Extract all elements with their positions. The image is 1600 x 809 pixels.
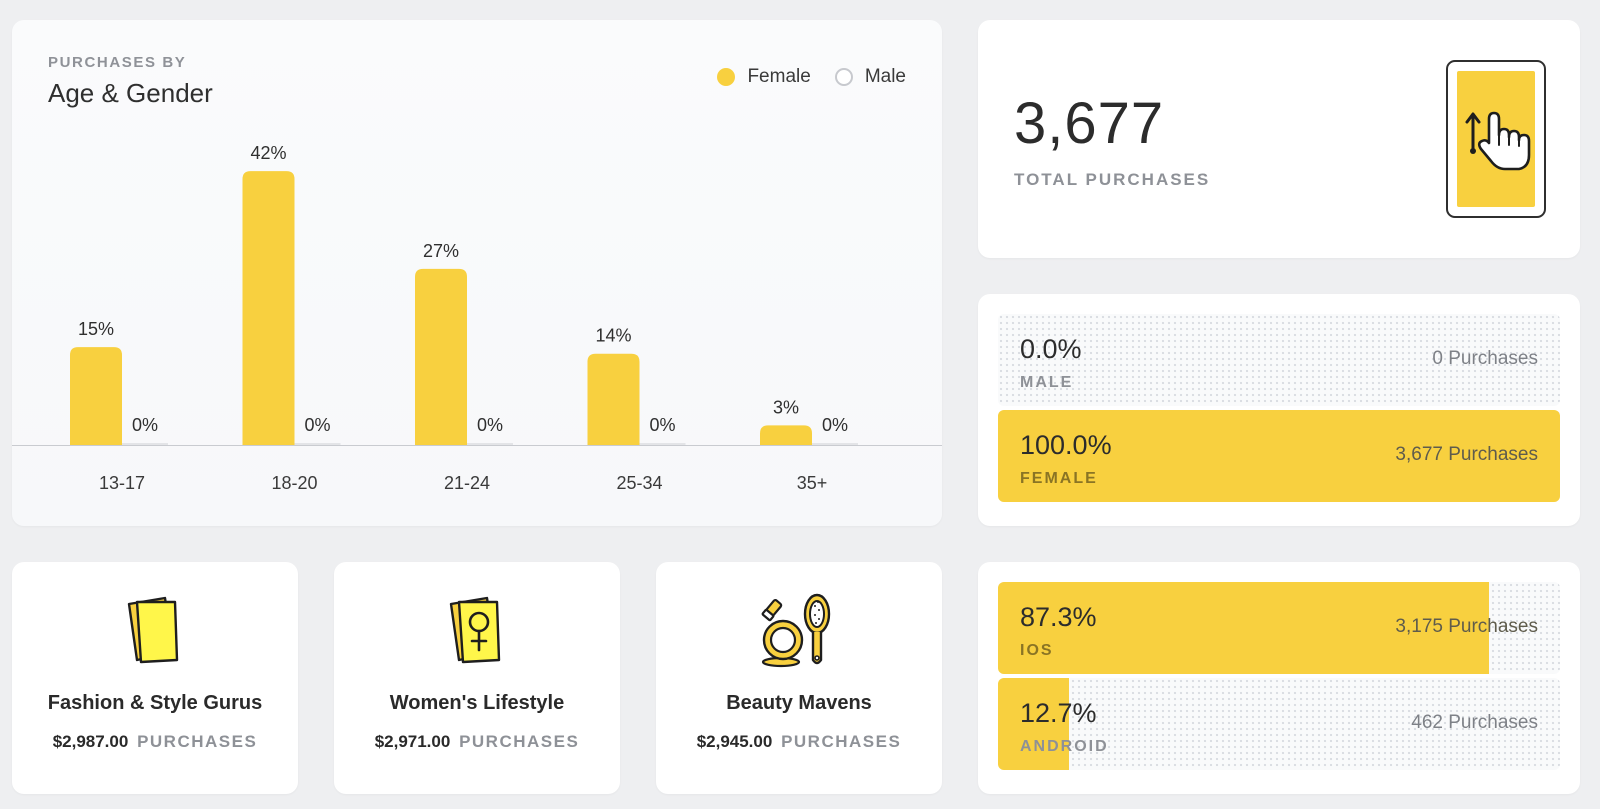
interest-card-beauty[interactable]: Beauty Mavens $2,945.00 PURCHASES xyxy=(656,562,942,794)
interest-name: Women's Lifestyle xyxy=(389,692,565,714)
interest-suffix: PURCHASES xyxy=(781,732,902,751)
phone-swipe-icon xyxy=(1446,60,1546,218)
data-label-female-13-17: 15% xyxy=(78,319,114,339)
female-magazine-icon xyxy=(449,596,501,664)
interest-meta: $2,945.00 PURCHASES xyxy=(656,732,942,752)
bar-female-13-17 xyxy=(70,347,122,445)
os-android-label: ANDROID xyxy=(1020,738,1109,755)
bar-female-35+ xyxy=(760,425,812,445)
bar-female-25-34 xyxy=(587,353,640,445)
x-tick-label-13-17: 13-17 xyxy=(99,473,145,493)
magazine-icon xyxy=(127,596,179,664)
gender-row-female: 100.0% FEMALE 3,677 Purchases xyxy=(998,410,1560,502)
os-ios-percent: 87.3% xyxy=(1020,602,1097,632)
swipe-hand-icon xyxy=(1465,111,1531,171)
data-label-male-18-20: 0% xyxy=(304,415,330,435)
chart-legend: Female Male xyxy=(693,66,906,88)
age-gender-chart-card: 15% 0% 13-17 42% 0% 18-20 27% 0% 21-24 14% 0% 25-34… xyxy=(12,20,942,526)
data-label-male-13-17: 0% xyxy=(132,415,158,435)
gender-male-label: MALE xyxy=(1020,374,1074,391)
interest-name: Fashion & Style Gurus xyxy=(47,692,263,714)
interest-meta: $2,987.00 PURCHASES xyxy=(12,732,298,752)
x-tick-label-21-24: 21-24 xyxy=(444,473,490,493)
data-label-male-35+: 0% xyxy=(822,415,848,435)
os-ios-label: IOS xyxy=(1020,642,1054,659)
bar-female-21-24 xyxy=(415,268,467,445)
total-purchases-card: 3,677 TOTAL PURCHASES xyxy=(978,20,1580,258)
gender-female-count: 3,677 Purchases xyxy=(1395,444,1538,465)
gender-male-percent: 0.0% xyxy=(1020,334,1082,364)
legend-item-male[interactable]: Male xyxy=(834,66,906,88)
legend-female-label: Female xyxy=(747,66,811,87)
data-label-female-35+: 3% xyxy=(773,397,799,417)
bar-male-18-20 xyxy=(294,443,341,445)
data-label-male-25-34: 0% xyxy=(649,415,675,435)
bar-male-13-17 xyxy=(122,443,168,445)
legend-female-dot xyxy=(717,68,736,86)
os-ios-count: 3,175 Purchases xyxy=(1395,616,1538,637)
legend-male-dot xyxy=(834,68,853,86)
gender-male-count: 0 Purchases xyxy=(1432,348,1538,369)
os-android-count: 462 Purchases xyxy=(1411,712,1538,733)
interest-suffix: PURCHASES xyxy=(459,732,580,751)
bar-female-18-20 xyxy=(242,171,295,445)
interest-card-fashion[interactable]: Fashion & Style Gurus $2,987.00 PURCHASE… xyxy=(12,562,298,794)
x-tick-label-35+: 35+ xyxy=(797,473,828,493)
bar-male-21-24 xyxy=(467,443,513,445)
os-row-ios: 87.3% IOS 3,175 Purchases xyxy=(998,582,1560,674)
interest-suffix: PURCHASES xyxy=(137,732,258,751)
interest-amount: $2,945.00 xyxy=(696,732,773,751)
interest-amount: $2,971.00 xyxy=(374,732,451,751)
chart-title: Age & Gender xyxy=(48,78,213,108)
interest-card-womens-lifestyle[interactable]: Women's Lifestyle $2,971.00 PURCHASES xyxy=(334,562,620,794)
legend-male-label: Male xyxy=(864,66,906,87)
os-row-android: 12.7% ANDROID 462 Purchases xyxy=(998,678,1560,770)
interest-name: Beauty Mavens xyxy=(726,692,872,714)
data-label-female-25-34: 14% xyxy=(595,326,631,346)
chart-kicker: PURCHASES BY xyxy=(48,54,187,71)
total-purchases-value: 3,677 xyxy=(1014,91,1165,156)
gender-female-label: FEMALE xyxy=(1020,470,1098,487)
x-tick-label-25-34: 25-34 xyxy=(616,473,662,493)
os-android-bar xyxy=(998,678,1070,770)
gender-breakdown-card: 0.0% MALE 0 Purchases 100.0% FEMALE 3,67… xyxy=(978,294,1580,526)
os-ios-bar xyxy=(998,582,1489,674)
data-label-female-18-20: 42% xyxy=(250,143,286,163)
interest-meta: $2,971.00 PURCHASES xyxy=(334,732,620,752)
bar-male-25-34 xyxy=(639,443,686,445)
interest-amount: $2,987.00 xyxy=(52,732,129,751)
gender-female-bar xyxy=(998,410,1560,502)
gender-row-male: 0.0% MALE 0 Purchases xyxy=(998,314,1560,406)
gender-female-percent: 100.0% xyxy=(1020,430,1112,460)
bar-male-35+ xyxy=(812,443,858,445)
data-label-male-21-24: 0% xyxy=(477,415,503,435)
legend-item-female[interactable]: Female xyxy=(717,66,811,88)
x-tick-label-18-20: 18-20 xyxy=(271,473,317,493)
os-android-percent: 12.7% xyxy=(1020,698,1097,728)
makeup-icon xyxy=(761,593,831,668)
os-breakdown-card: 87.3% IOS 3,175 Purchases 12.7% ANDROID … xyxy=(978,562,1580,794)
data-label-female-21-24: 27% xyxy=(423,241,459,261)
age-gender-chart: 15% 0% 13-17 42% 0% 18-20 27% 0% 21-24 14% 0% 25-34… xyxy=(12,143,942,493)
total-purchases-label: TOTAL PURCHASES xyxy=(1014,170,1211,189)
